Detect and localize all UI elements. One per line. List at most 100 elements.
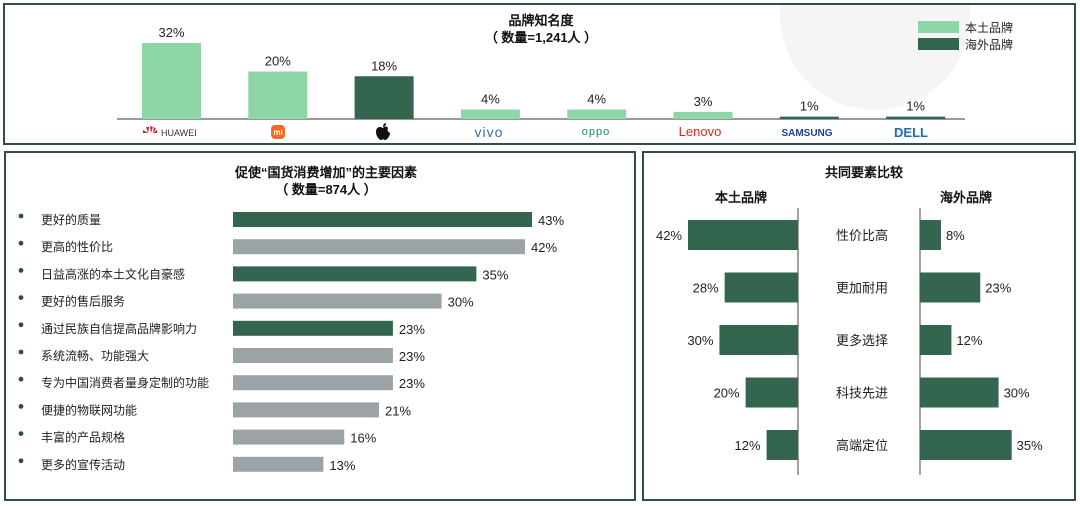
factor-label: 更好的质量 — [41, 212, 101, 227]
drivers-chart: 促使“国货消费增加”的主要因素 （ 数量=874人 ） 更好的质量 43% 更高的性… — [18, 165, 564, 473]
bar-samsung — [779, 116, 839, 119]
bullet-icon — [18, 295, 24, 300]
factor-label: 便捷的物联网功能 — [41, 402, 137, 417]
comparison-panel: 共同要素比较 本土品牌 海外品牌 42% 性价比高 8% 28% 更加耐用 23% 30% 更… — [642, 151, 1076, 501]
bar-local — [766, 430, 798, 460]
data-label-foreign: 8% — [946, 228, 965, 243]
data-label-foreign: 30% — [1004, 386, 1030, 401]
bullet-icon — [18, 268, 24, 273]
factor-bar — [233, 375, 393, 391]
bar-vivo — [460, 109, 520, 119]
bullet-icon — [18, 376, 24, 382]
category-label: 更多选择 — [836, 333, 888, 348]
apple-logo — [376, 123, 390, 140]
svg-text:mi: mi — [273, 128, 282, 137]
data-label: 35% — [482, 267, 508, 282]
data-label: 13% — [329, 458, 355, 473]
factor-label: 更高的性价比 — [41, 239, 113, 254]
data-label: 18% — [371, 58, 397, 73]
dell-logo: DELL — [894, 125, 928, 140]
chart-title: 促使“国货消费增加”的主要因素 — [234, 165, 417, 180]
bullet-icon — [18, 322, 24, 328]
data-label: 1% — [800, 99, 819, 114]
bar-foreign — [920, 272, 981, 303]
huawei-logo: HUAWEI — [143, 126, 197, 138]
bar-local — [719, 325, 798, 355]
bar-oppo — [567, 109, 627, 119]
oppo-logo: oppo — [582, 126, 610, 138]
bullet-icon — [18, 349, 24, 355]
data-label-foreign: 12% — [956, 333, 982, 348]
data-label: 21% — [385, 403, 411, 418]
factor-bar — [233, 429, 345, 445]
chart-title: 共同要素比较 — [825, 165, 903, 180]
series-header-local: 本土品牌 — [715, 190, 767, 205]
data-label: 43% — [538, 213, 564, 228]
drivers-panel: 促使“国货消费增加”的主要因素 （ 数量=874人 ） 更好的质量 43% 更高的性… — [4, 151, 636, 501]
factor-bar — [233, 348, 393, 363]
category-label: 性价比高 — [836, 228, 888, 243]
legend-swatch-local — [918, 21, 959, 33]
data-label-local: 12% — [735, 438, 761, 453]
vivo-logo: vivo — [475, 124, 504, 140]
bar-lenovo — [673, 111, 733, 119]
factor-bar — [233, 402, 380, 418]
data-label-local: 20% — [714, 386, 740, 401]
factor-label: 专为中国消费者量身定制的功能 — [41, 375, 209, 390]
data-label-foreign: 35% — [1017, 438, 1043, 453]
brand-awareness-chart: 品牌知名度 （ 数量=1,241人 ） 本土品牌 海外品牌 32% 20% 18% 4… — [117, 0, 1013, 140]
mi-logo: mi — [271, 125, 285, 139]
bullet-icon — [18, 458, 24, 464]
bullet-icon — [18, 213, 24, 219]
series-header-foreign: 海外品牌 — [940, 190, 992, 205]
data-label-local: 28% — [693, 281, 719, 296]
svg-text:HUAWEI: HUAWEI — [161, 128, 197, 138]
factor-bar — [233, 456, 324, 472]
chart-subtitle: （ 数量=1,241人 ） — [485, 30, 597, 45]
data-label-foreign: 23% — [985, 281, 1011, 296]
chart-subtitle: （ 数量=874人 ） — [275, 182, 377, 197]
bar-mi — [248, 71, 308, 119]
bar-huawei — [142, 43, 201, 119]
data-label: 23% — [399, 322, 425, 337]
data-label: 3% — [694, 94, 713, 109]
samsung-logo: SAMSUNG — [781, 128, 832, 139]
category-label: 更加耐用 — [836, 281, 888, 296]
bullet-icon — [18, 404, 24, 409]
factor-bar — [233, 293, 442, 309]
factor-label: 丰富的产品规格 — [41, 430, 125, 445]
legend-swatch-foreign — [918, 38, 959, 50]
bullet-icon — [18, 240, 24, 246]
data-label: 30% — [448, 295, 474, 310]
data-label: 20% — [265, 54, 291, 69]
bullet-icon — [18, 431, 24, 436]
bar-foreign — [920, 220, 941, 250]
data-label: 4% — [587, 92, 606, 107]
factor-bar — [233, 266, 477, 282]
factor-label: 通过民族自信提高品牌影响力 — [41, 321, 197, 336]
factor-label: 更好的售后服务 — [41, 294, 125, 309]
legend-label-local: 本土品牌 — [965, 21, 1013, 35]
factor-label: 日益高涨的本土文化自豪感 — [41, 266, 185, 281]
background-decoration — [780, 0, 970, 110]
factor-bar — [233, 239, 526, 255]
legend-label-foreign: 海外品牌 — [965, 37, 1013, 52]
factor-bar — [233, 212, 532, 227]
category-label: 高端定位 — [836, 438, 888, 453]
factor-label: 系统流畅、功能强大 — [41, 349, 149, 363]
data-label-local: 42% — [656, 228, 682, 243]
bar-dell — [886, 116, 946, 119]
data-label: 1% — [906, 99, 925, 114]
bar-apple — [354, 76, 414, 119]
chart-title: 品牌知名度 — [508, 13, 574, 28]
data-label: 32% — [158, 25, 184, 40]
bar-local — [724, 272, 798, 303]
factor-bar — [233, 320, 393, 336]
data-label-local: 30% — [687, 333, 713, 348]
category-label: 科技先进 — [836, 386, 888, 401]
comparison-chart: 共同要素比较 本土品牌 海外品牌 42% 性价比高 8% 28% 更加耐用 23% 30% 更… — [656, 165, 1043, 475]
factor-label: 更多的宣传活动 — [41, 457, 125, 472]
data-label: 42% — [531, 240, 557, 255]
bar-local — [745, 377, 798, 408]
brand-awareness-panel: 品牌知名度 （ 数量=1,241人 ） 本土品牌 海外品牌 32% 20% 18% 4… — [3, 0, 1076, 145]
